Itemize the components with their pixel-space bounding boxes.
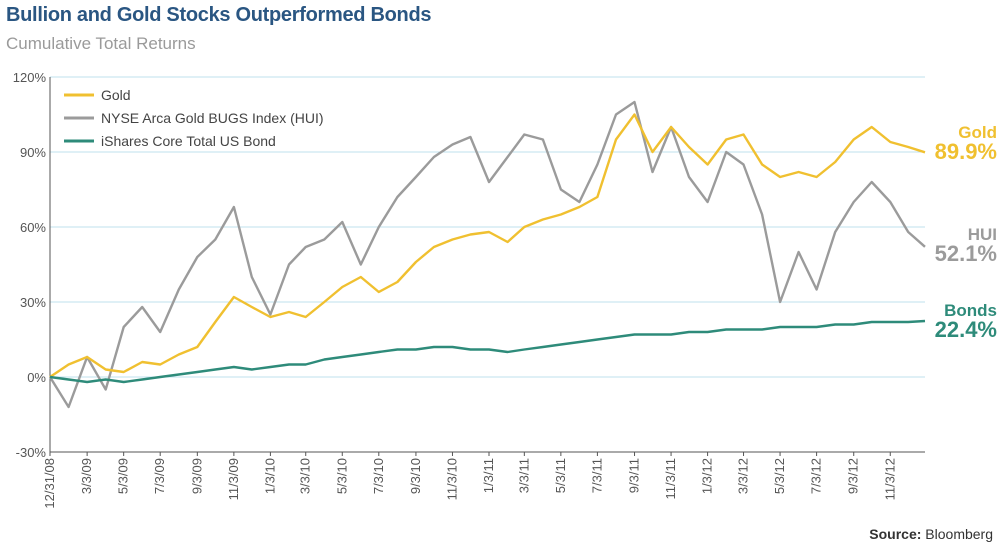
x-tick-label: 1/3/11 [481,458,496,493]
end-label-bonds-value: 22.4% [934,317,997,342]
legend-label: NYSE Arca Gold BUGS Index (HUI) [101,110,324,126]
y-tick-label: 120% [13,70,47,85]
x-tick-label: 1/3/10 [262,458,277,494]
end-label-bonds-name: Bonds [944,301,997,320]
x-tick-label: 3/3/09 [79,458,94,494]
x-tick-label: 9/3/11 [627,458,642,493]
x-tick-label: 5/3/12 [772,458,787,494]
x-tick-label: 11/3/12 [882,458,897,500]
end-label-hui: HUI 52.1% [925,226,997,265]
end-label-hui-name: HUI [967,225,997,244]
chart-subtitle: Cumulative Total Returns [6,34,196,53]
x-tick-label: 7/3/11 [589,458,604,493]
x-tick-label: 11/3/11 [663,458,678,499]
legend-label: Gold [101,87,131,103]
y-tick-label: -30% [16,445,47,460]
series-line-0 [49,113,926,378]
source-label: Source: [869,526,922,542]
source-note: Source: Bloomberg [869,526,993,542]
x-tick-label: 5/3/10 [334,458,349,494]
x-tick-label: 7/3/09 [152,458,167,494]
x-tick-label: 9/3/10 [408,458,423,494]
x-tick-label: 12/31/08 [42,458,57,509]
x-tick-label: 1/3/12 [700,458,715,494]
chart-title: Bullion and Gold Stocks Outperformed Bon… [6,4,432,26]
y-tick-label: 90% [20,145,46,160]
end-label-bonds: Bonds 22.4% [925,302,997,341]
end-label-gold: Gold 89.9% [925,124,997,163]
x-tick-label: 7/3/12 [809,458,824,494]
source-value: Bloomberg [925,526,993,542]
x-tick-label: 3/3/10 [298,458,313,494]
x-tick-label: 7/3/10 [371,458,386,494]
y-tick-label: 30% [20,295,46,310]
series-line-1 [48,100,926,409]
x-tick-label: 3/3/12 [736,458,751,494]
x-tick-label: 5/3/09 [116,458,131,494]
end-label-gold-name: Gold [958,123,997,142]
x-tick-label: 3/3/11 [516,458,531,493]
y-tick-label: 60% [20,220,46,235]
series-line-2 [49,319,926,384]
legend-label: iShares Core Total US Bond [101,133,276,149]
x-tick-label: 9/3/12 [846,458,861,494]
y-tick-label: 0% [27,370,46,385]
x-tick-label: 9/3/09 [189,458,204,494]
end-label-hui-value: 52.1% [934,241,997,266]
x-tick-label: 11/3/09 [226,458,241,500]
x-tick-label: 5/3/11 [553,458,568,493]
x-tick-label: 11/3/10 [444,458,459,500]
end-label-gold-value: 89.9% [934,139,997,164]
